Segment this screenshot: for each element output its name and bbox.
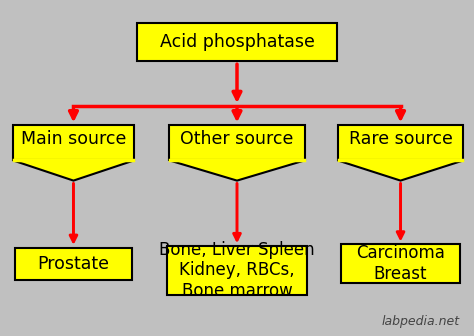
Text: Carcinoma
Breast: Carcinoma Breast	[356, 244, 445, 283]
Text: Bone, Liver Spleen
Kidney, RBCs,
Bone marrow: Bone, Liver Spleen Kidney, RBCs, Bone ma…	[159, 241, 315, 300]
Text: Rare source: Rare source	[348, 130, 453, 149]
Text: labpedia.net: labpedia.net	[382, 314, 460, 328]
Text: Other source: Other source	[180, 130, 294, 149]
FancyBboxPatch shape	[170, 125, 304, 161]
FancyBboxPatch shape	[15, 248, 131, 280]
Polygon shape	[13, 161, 134, 181]
Polygon shape	[337, 161, 464, 181]
Text: Main source: Main source	[21, 130, 126, 149]
FancyBboxPatch shape	[137, 23, 337, 61]
FancyBboxPatch shape	[13, 125, 134, 161]
FancyBboxPatch shape	[341, 245, 460, 283]
Text: Acid phosphatase: Acid phosphatase	[160, 33, 314, 51]
Text: Prostate: Prostate	[37, 255, 109, 273]
FancyBboxPatch shape	[167, 246, 307, 295]
FancyBboxPatch shape	[337, 125, 463, 161]
Polygon shape	[170, 161, 304, 181]
